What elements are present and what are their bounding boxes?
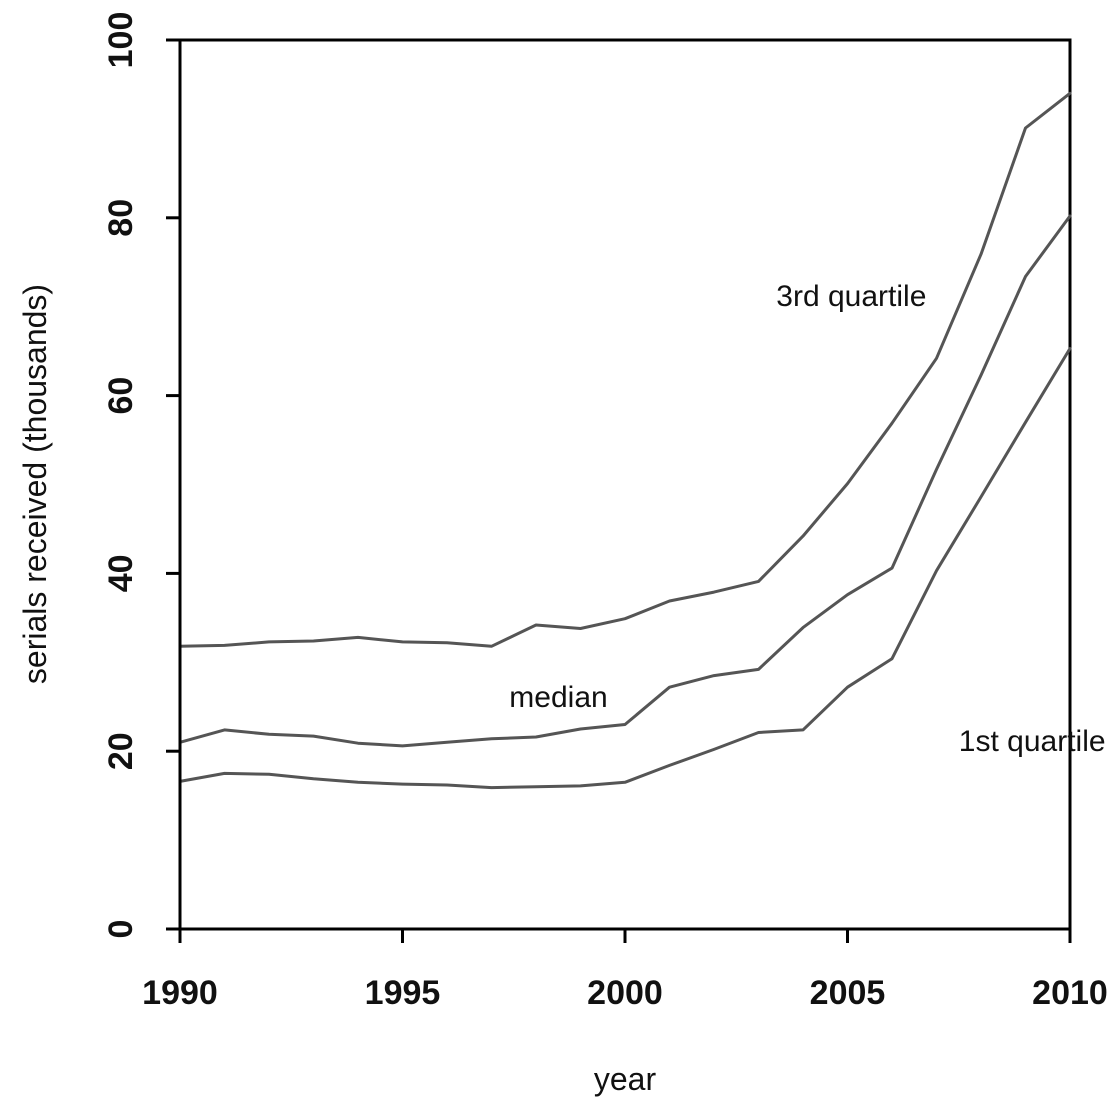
series-line-3rd-quartile [178, 91, 1072, 648]
plot-frame [178, 38, 1072, 931]
annotation-label: median [509, 681, 607, 714]
y-axis: 0 20 40 60 80 100 [102, 12, 182, 939]
series-line-median [178, 214, 1072, 748]
y-tick-label: 60 [102, 377, 140, 415]
annotation-layer: 3rd quartile median 1st quartile [509, 280, 1105, 758]
y-tick-label: 40 [102, 554, 140, 592]
x-tick-label: 1990 [142, 974, 218, 1012]
x-tick-label: 2005 [810, 974, 886, 1012]
series-line-1st-quartile [178, 347, 1072, 790]
x-axis: 1990 1995 2000 2005 2010 [142, 927, 1108, 1012]
x-axis-title: year [594, 1061, 657, 1097]
y-tick-label: 100 [102, 12, 140, 69]
y-tick-label: 20 [102, 732, 140, 770]
y-tick-label: 0 [102, 920, 140, 939]
annotation-label: 1st quartile [959, 725, 1106, 758]
series-layer [178, 91, 1072, 790]
y-tick-label: 80 [102, 199, 140, 237]
x-tick-label: 1995 [365, 974, 441, 1012]
y-axis-title: serials received (thousands) [17, 284, 53, 684]
x-tick-label: 2010 [1032, 974, 1108, 1012]
x-tick-label: 2000 [587, 974, 663, 1012]
annotation-label: 3rd quartile [776, 280, 926, 313]
